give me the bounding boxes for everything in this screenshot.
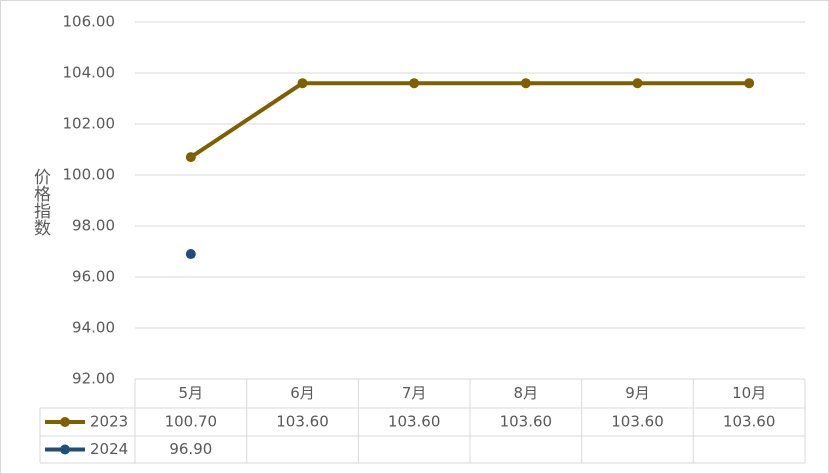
x-tick-label: 8月 [514,384,539,402]
data-point [744,78,755,89]
legend-label: 2024 [90,440,128,458]
x-tick-label: 6月 [290,384,315,402]
y-tick-label: 102.00 [63,115,116,133]
x-tick-label: 7月 [402,384,427,402]
y-tick-label: 100.00 [63,166,116,184]
data-point [297,78,308,89]
table-value: 103.60 [611,413,664,431]
x-tick-label: 10月 [732,384,766,402]
table-value: 103.60 [723,413,776,431]
y-tick-label: 106.00 [63,13,116,31]
series-line [189,81,750,159]
table-value: 103.60 [276,413,329,431]
y-tick-label: 104.00 [63,64,116,82]
data-point [185,152,196,163]
table-value: 100.70 [165,413,218,431]
data-point [409,78,420,89]
data-point [520,78,531,89]
data-point [632,78,643,89]
legend-marker [60,444,70,455]
y-tick-label: 98.00 [72,217,115,235]
y-tick-label: 96.00 [72,268,115,286]
table-value: 103.60 [500,413,553,431]
y-tick-label: 92.00 [72,370,115,388]
y-tick-label: 94.00 [72,319,115,337]
table-value: 96.90 [169,440,212,458]
data-point [185,249,196,260]
legend-label: 2023 [90,413,128,431]
y-axis-title: 价格指数 [30,168,51,236]
table-value: 103.60 [388,413,441,431]
legend-marker [60,417,70,427]
x-tick-label: 9月 [625,384,650,402]
x-tick-label: 5月 [179,384,204,402]
